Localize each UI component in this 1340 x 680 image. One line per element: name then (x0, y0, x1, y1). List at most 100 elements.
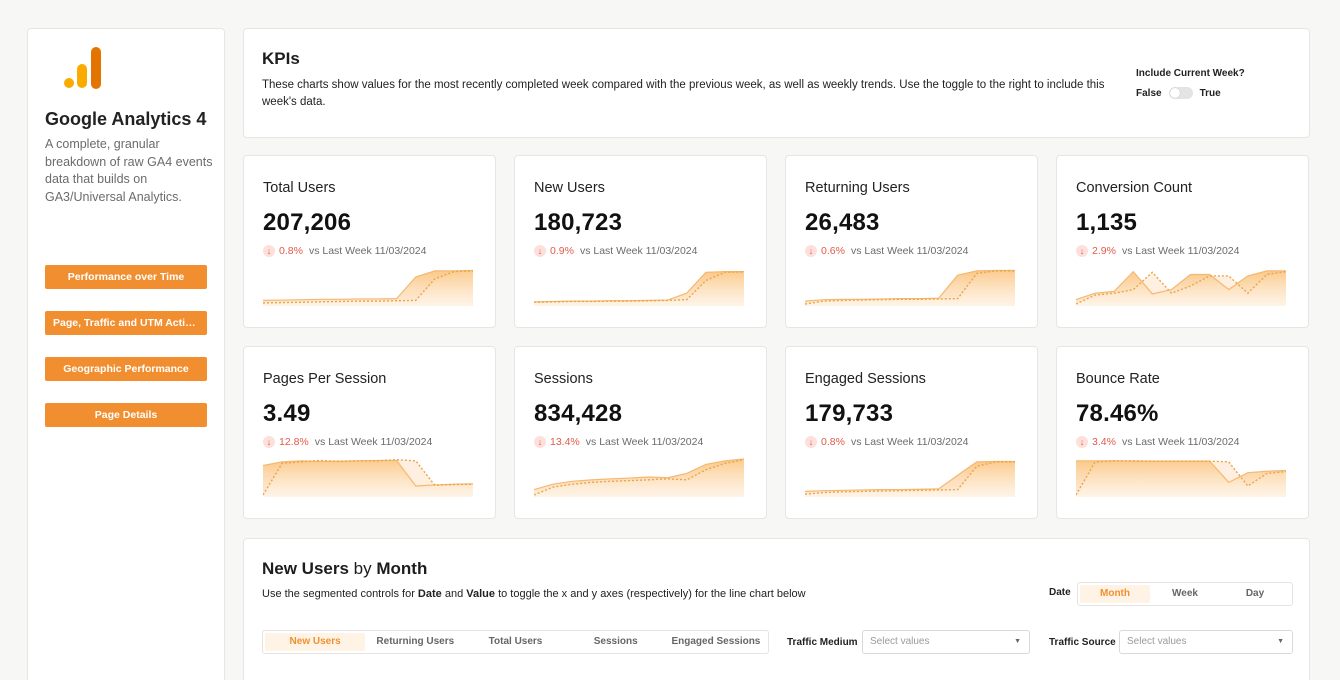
metric-value: 207,206 (263, 209, 352, 236)
section-title: New Users by Month (262, 559, 427, 579)
sparkline-area (1076, 270, 1286, 306)
date-option-week[interactable]: Week (1172, 588, 1198, 599)
sparkline-previous-line (263, 459, 473, 496)
sparkline-previous-line (534, 271, 744, 303)
metric-sparkline (1076, 460, 1286, 497)
sparkline-current-line (805, 269, 1015, 302)
arrow-down-icon: ↓ (1076, 245, 1088, 257)
metric-title: Conversion Count (1076, 180, 1193, 196)
metric-change: ↓ 13.4% vs Last Week 11/03/2024 (534, 436, 703, 448)
traffic-source-placeholder: Select values (1127, 636, 1187, 647)
toggle-false-label: False (1136, 87, 1162, 99)
sparkline-current-line (1076, 270, 1286, 301)
sparkline-diff-band (263, 459, 473, 495)
metric-change: ↓ 3.4% vs Last Week 11/03/2024 (1076, 436, 1239, 448)
arrow-down-icon: ↓ (805, 245, 817, 257)
subtitle-date: Date (417, 588, 442, 600)
kpi-header-card: KPIs These charts show values for the mo… (243, 28, 1310, 138)
metric-comparison: vs Last Week 11/03/2024 (308, 245, 427, 257)
metric-change: ↓ 2.9% vs Last Week 11/03/2024 (1076, 245, 1239, 257)
sparkline-area (534, 271, 744, 306)
metric-change-percent: 12.8% (279, 436, 309, 448)
metric-change: ↓ 12.8% vs Last Week 11/03/2024 (263, 436, 432, 448)
toggle-true-label: True (1199, 87, 1221, 99)
nav-geographic-performance-button[interactable]: Geographic Performance (45, 357, 207, 381)
value-option-returning-users[interactable]: Returning Users (376, 636, 455, 647)
metric-value: 179,733 (805, 400, 894, 427)
metric-card: Sessions 834,428 ↓ 13.4% vs Last Week 11/03/… (514, 346, 767, 519)
metric-change-percent: 13.4% (550, 436, 580, 448)
nav-page-traffic-utm-button[interactable]: Page, Traffic and UTM Activity (45, 311, 207, 335)
title-metric: New Users (262, 559, 349, 578)
metric-card: Pages Per Session 3.49 ↓ 12.8% vs Last Week … (243, 346, 496, 519)
metric-change: ↓ 0.9% vs Last Week 11/03/2024 (534, 245, 697, 257)
title-by: by (353, 559, 372, 578)
metric-change-percent: 0.8% (821, 436, 845, 448)
traffic-medium-select[interactable]: Select values ▼ (862, 630, 1030, 654)
date-option-month[interactable]: Month (1080, 585, 1150, 603)
metric-change-percent: 2.9% (1092, 245, 1116, 257)
app-title: Google Analytics 4 (45, 109, 207, 129)
value-option-engaged-sessions[interactable]: Engaged Sessions (671, 636, 761, 647)
traffic-source-label: Traffic Source (1049, 637, 1116, 648)
metric-title: Bounce Rate (1076, 371, 1160, 387)
metric-card: New Users 180,723 ↓ 0.9% vs Last Week 11/03/… (514, 155, 767, 328)
sparkline-previous-line (805, 270, 1015, 305)
toggle-label: Include Current Week? (1136, 68, 1245, 79)
section-subtitle: Use the segmented controls for Date and … (262, 588, 806, 600)
metric-card: Conversion Count 1,135 ↓ 2.9% vs Last Week 1… (1056, 155, 1309, 328)
metric-title: Pages Per Session (263, 371, 387, 387)
title-period: Month (376, 559, 428, 578)
traffic-medium-label: Traffic Medium (787, 637, 858, 648)
metric-value: 26,483 (805, 209, 880, 236)
metric-change: ↓ 0.8% vs Last Week 11/03/2024 (805, 436, 968, 448)
date-control-label: Date (1049, 587, 1071, 598)
date-option-day[interactable]: Day (1245, 588, 1265, 599)
include-current-week-switch[interactable] (1168, 87, 1193, 99)
metric-change-percent: 0.8% (279, 245, 303, 257)
nav-performance-over-time-button[interactable]: Performance over Time (45, 265, 207, 289)
caret-down-icon: ▼ (1277, 638, 1284, 645)
metric-value: 180,723 (534, 209, 623, 236)
metric-card: Engaged Sessions 179,733 ↓ 0.8% vs Last Week… (785, 346, 1038, 519)
traffic-source-select[interactable]: Select values ▼ (1119, 630, 1293, 654)
metric-change: ↓ 0.8% vs Last Week 11/03/2024 (263, 245, 426, 257)
sparkline-area (805, 461, 1015, 497)
sparkline-previous-line (534, 459, 744, 496)
subtitle-text: and (444, 588, 464, 600)
metric-value: 3.49 (263, 400, 311, 427)
sparkline-area (1076, 460, 1286, 497)
value-option-new-users[interactable]: New Users (265, 633, 366, 651)
traffic-medium-placeholder: Select values (870, 636, 930, 647)
metric-comparison: vs Last Week 11/03/2024 (1121, 245, 1240, 257)
metric-sparkline (805, 460, 1015, 497)
sparkline-current-line (805, 460, 1015, 492)
kpi-description: These charts show values for the most re… (262, 79, 1105, 108)
metric-change: ↓ 0.6% vs Last Week 11/03/2024 (805, 245, 968, 257)
value-option-sessions[interactable]: Sessions (593, 636, 638, 647)
sparkline-area (263, 270, 473, 306)
arrow-down-icon: ↓ (805, 436, 817, 448)
nav-page-details-button[interactable]: Page Details (45, 403, 207, 427)
metric-change-percent: 0.6% (821, 245, 845, 257)
sparkline-area (263, 460, 473, 497)
sparkline-current-line (534, 458, 744, 491)
metric-comparison: vs Last Week 11/03/2024 (585, 436, 704, 448)
metric-sparkline (805, 269, 1015, 306)
subtitle-text: Use the segmented controls for (262, 588, 415, 600)
value-option-total-users[interactable]: Total Users (488, 636, 543, 647)
metric-card: Total Users 207,206 ↓ 0.8% vs Last Week 11/0… (243, 155, 496, 328)
google-analytics-logo (64, 47, 101, 89)
arrow-down-icon: ↓ (263, 436, 275, 448)
metric-comparison: vs Last Week 11/03/2024 (314, 436, 433, 448)
metric-title: Engaged Sessions (805, 371, 926, 387)
metric-sparkline (534, 270, 744, 306)
sidebar: Google Analytics 4 A complete, granular … (27, 28, 225, 680)
metric-card: Bounce Rate 78.46% ↓ 3.4% vs Last Week 11/03… (1056, 346, 1309, 519)
switch-knob (1169, 88, 1180, 98)
metric-value: 78.46% (1076, 400, 1159, 427)
metric-comparison: vs Last Week 11/03/2024 (579, 245, 698, 257)
value-segmented-control: New Users Returning Users Total Users Se… (262, 630, 769, 654)
metric-title: Sessions (534, 371, 593, 387)
arrow-down-icon: ↓ (263, 245, 275, 257)
